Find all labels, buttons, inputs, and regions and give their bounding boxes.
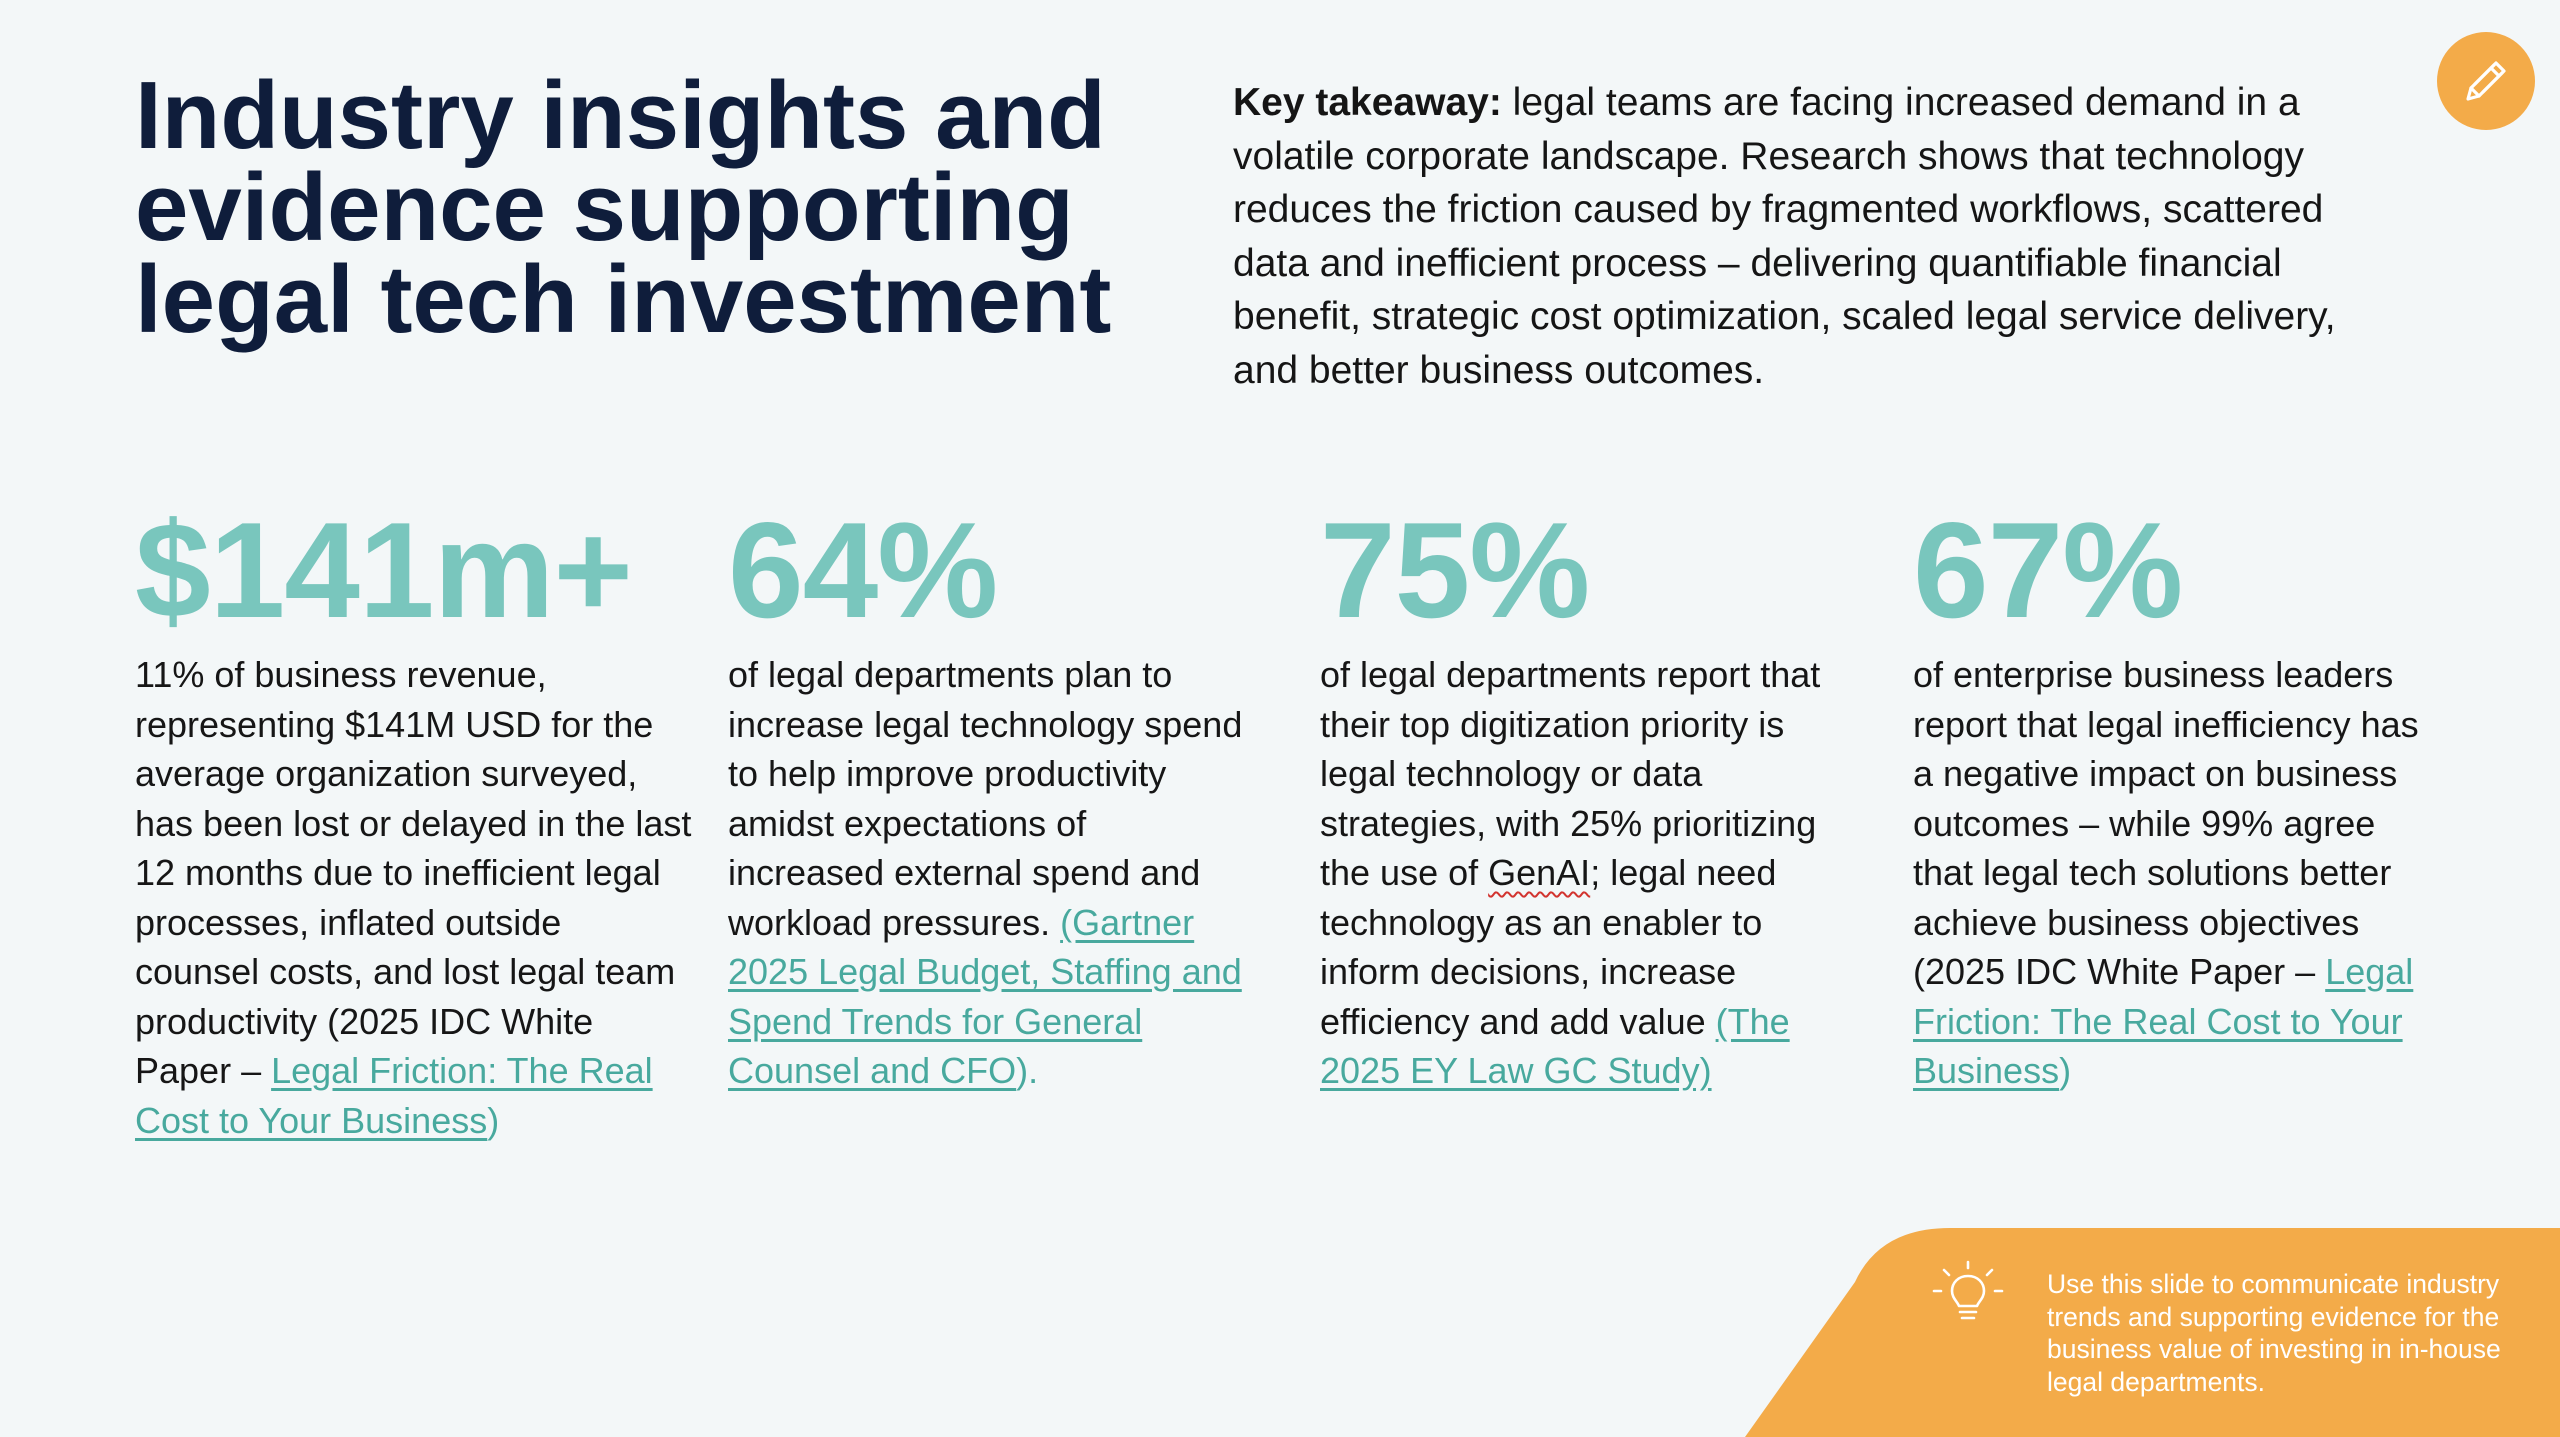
stat-description: of legal departments report that their t… (1320, 654, 1821, 1092)
stat-value: 75% (1320, 494, 1590, 646)
takeaway-label: Key takeaway: (1233, 81, 1502, 124)
pencil-icon (2466, 61, 2506, 101)
slide-title: Industry insights and evidence supportin… (135, 62, 1112, 353)
lightbulb-icon (1932, 1260, 2004, 1320)
stat-revenue-lost: $141m+ 11% of business revenue, represen… (135, 495, 695, 1145)
source-link[interactable]: Legal Friction: The Real Cost to Your Bu… (135, 1050, 653, 1141)
stat-tech-spend: 64% of legal departments plan to increas… (728, 495, 1248, 1096)
spellcheck-word: GenAI (1488, 852, 1591, 893)
stat-description: of enterprise business leaders report th… (1913, 654, 2419, 1091)
stat-digitization-priority: 75% of legal departments report that the… (1320, 495, 1840, 1096)
source-link[interactable]: Legal Friction: The Real Cost to Your Bu… (1913, 951, 2414, 1091)
stat-value: $141m+ (135, 494, 633, 646)
edit-button[interactable] (2437, 32, 2535, 130)
source-link[interactable]: (Gartner 2025 Legal Budget, Staffing and… (728, 901, 1242, 1092)
stat-description: of legal departments plan to increase le… (728, 654, 1243, 1092)
stat-description: 11% of business revenue, representing $1… (135, 654, 692, 1141)
source-link[interactable]: (The 2025 EY Law GC Study) (1320, 1000, 1790, 1092)
key-takeaway: Key takeaway: legal teams are facing inc… (1233, 76, 2393, 397)
takeaway-text: legal teams are facing increased demand … (1233, 81, 2336, 392)
speaker-note: Use this slide to communicate industry t… (2047, 1269, 2501, 1397)
stat-business-impact: 67% of enterprise business leaders repor… (1913, 495, 2443, 1096)
stat-value: 64% (728, 494, 998, 646)
stat-value: 67% (1913, 494, 2183, 646)
